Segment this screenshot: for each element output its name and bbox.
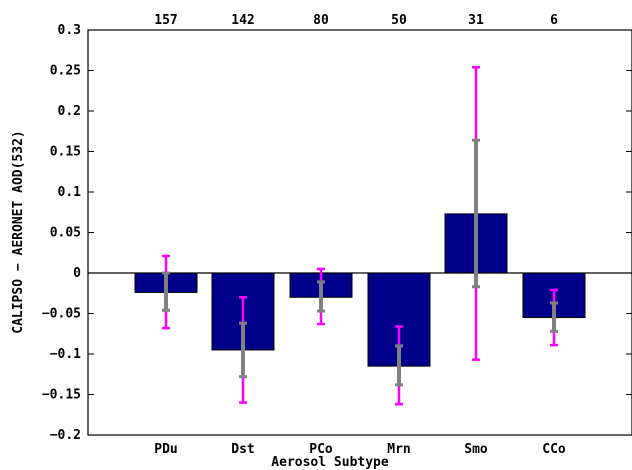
y-tick-label: 0.25 <box>50 64 81 79</box>
y-tick-label: 0.15 <box>50 145 81 160</box>
y-tick-label: −0.2 <box>50 428 81 443</box>
count-label: 50 <box>391 13 407 28</box>
error-bars <box>162 66 558 406</box>
count-label: 31 <box>468 13 484 28</box>
count-label: 142 <box>231 13 254 28</box>
x-axis-tick-labels: PDu Dst PCo Mrn Smo CCo <box>154 442 566 457</box>
x-tick-label-pdu: PDu <box>154 442 177 457</box>
count-label: 157 <box>154 13 177 28</box>
x-tick-label-mrn: Mrn <box>387 442 410 457</box>
y-tick-label: 0.2 <box>58 104 81 119</box>
y-tick-label: 0.05 <box>50 226 81 241</box>
count-label: 6 <box>550 13 558 28</box>
y-tick-label: −0.15 <box>42 388 81 403</box>
y-tick-label: 0.3 <box>58 23 81 38</box>
y-tick-label: 0.1 <box>58 185 82 200</box>
y-tick-label: −0.05 <box>42 307 81 322</box>
y-axis-ticks: 0.3 0.25 0.2 0.15 0.1 0.05 0 −0.05 −0.1 −0.15 −0.2 <box>42 23 632 443</box>
plot-area <box>87 29 632 436</box>
x-tick-label-pco: PCo <box>309 442 333 457</box>
x-axis-title: Aerosol Subtype <box>271 455 389 470</box>
x-tick-label-smo: Smo <box>464 442 488 457</box>
y-tick-label: −0.1 <box>50 347 81 362</box>
x-tick-label-dst: Dst <box>231 442 254 457</box>
y-axis-title: CALIPSO − AERONET AOD(532) <box>11 130 26 334</box>
sample-count-labels: 157 142 80 50 31 6 <box>154 13 558 28</box>
x-tick-label-cco: CCo <box>542 442 566 457</box>
count-label: 80 <box>313 13 329 28</box>
y-tick-label: 0 <box>73 266 81 281</box>
